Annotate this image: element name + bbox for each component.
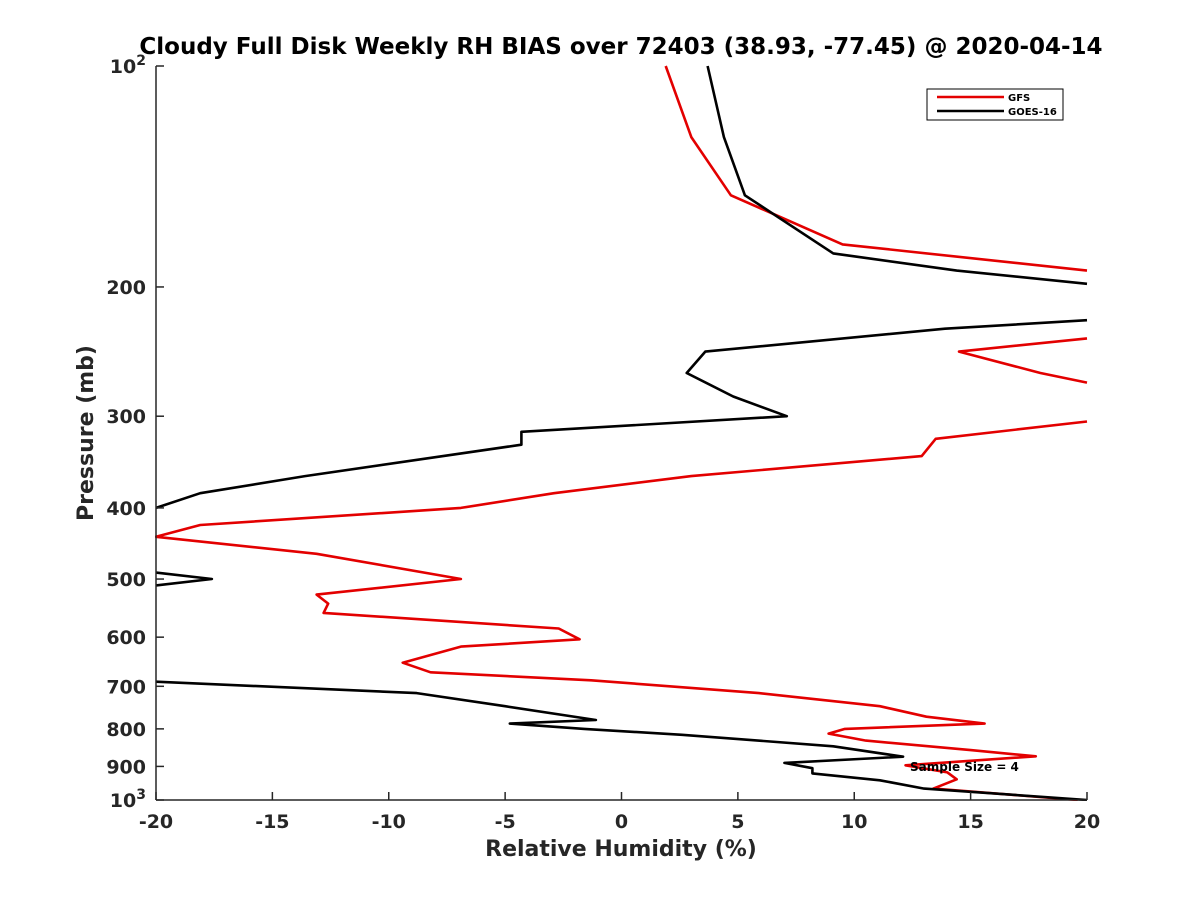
y-tick-label: 500 <box>106 569 146 591</box>
series-line-goes16 <box>155 65 1088 801</box>
y-tick-label: 400 <box>106 498 146 520</box>
x-tick-label: 15 <box>957 811 983 833</box>
x-tick-label: -15 <box>255 811 289 833</box>
x-tick-label: -10 <box>372 811 406 833</box>
chart-title: Cloudy Full Disk Weekly RH BIAS over 724… <box>139 34 1102 60</box>
y-tick-label: 102 <box>110 53 146 78</box>
series-line-gfs <box>155 65 1088 801</box>
x-axis-label: Relative Humidity (%) <box>485 837 757 862</box>
x-tick-label: 10 <box>841 811 867 833</box>
y-tick-label: 900 <box>106 756 146 778</box>
legend-label-goes16: GOES-16 <box>1008 107 1057 118</box>
y-tick-label: 700 <box>106 676 146 698</box>
y-tick-label: 103 <box>110 787 146 812</box>
y-axis-label: Pressure (mb) <box>74 345 99 521</box>
y-ticks: 102 200 300 400 500 600 700 800 900 103 <box>106 53 164 812</box>
y-tick-label: 600 <box>106 627 146 649</box>
y-tick-label: 800 <box>106 719 146 741</box>
x-tick-label: -20 <box>139 811 173 833</box>
x-tick-label: 5 <box>731 811 744 833</box>
y-tick-label: 300 <box>106 406 146 428</box>
sample-size-annotation: Sample Size = 4 <box>910 760 1019 774</box>
plot-lines <box>155 65 1088 801</box>
x-tick-label: 20 <box>1074 811 1100 833</box>
y-tick-label: 200 <box>106 277 146 299</box>
legend-box <box>926 88 1064 121</box>
x-tick-label: 0 <box>615 811 628 833</box>
x-ticks: -20 -15 -10 -5 0 5 10 15 20 <box>139 792 1100 833</box>
x-tick-label: -5 <box>495 811 516 833</box>
legend: GFS GOES-16 <box>926 88 1064 121</box>
legend-label-gfs: GFS <box>1008 93 1030 104</box>
